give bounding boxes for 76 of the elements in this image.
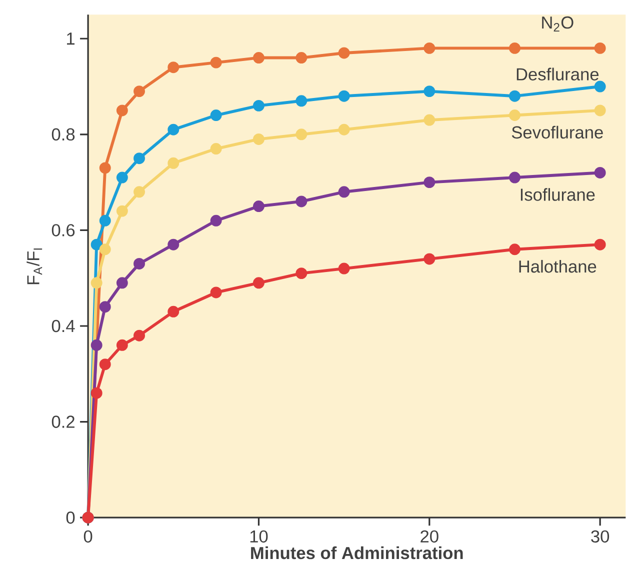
point xyxy=(134,330,145,342)
y-tick-label: 0.6 xyxy=(52,224,75,236)
point xyxy=(90,387,102,399)
y-tick-label: 0.2 xyxy=(52,416,74,428)
point xyxy=(594,80,606,92)
point xyxy=(99,243,111,255)
point xyxy=(509,243,520,255)
point xyxy=(594,238,606,250)
point xyxy=(252,100,264,112)
point xyxy=(90,339,102,351)
point xyxy=(338,90,350,102)
point xyxy=(116,339,128,351)
x-tick-label: 0 xyxy=(84,530,92,542)
point xyxy=(424,85,436,97)
series-label: Isoflurane xyxy=(520,188,595,201)
point xyxy=(296,128,308,140)
point xyxy=(296,267,308,279)
point xyxy=(338,47,350,59)
point xyxy=(99,214,111,226)
series-label: N$_{2}$O xyxy=(542,16,574,32)
point xyxy=(168,61,180,73)
y-tick-label: 0.8 xyxy=(52,128,75,140)
point xyxy=(252,200,264,212)
point xyxy=(116,205,128,217)
y-tick-label: 1 xyxy=(67,32,74,44)
point xyxy=(338,186,350,198)
point xyxy=(594,42,606,54)
point xyxy=(210,109,222,121)
point xyxy=(296,52,308,64)
point xyxy=(509,90,520,102)
point xyxy=(424,114,436,126)
point xyxy=(99,300,111,312)
y-tick-label: 0.4 xyxy=(52,320,75,332)
x-axis-title: Minutes of Administration xyxy=(251,546,463,560)
point xyxy=(594,104,606,116)
point xyxy=(134,258,145,270)
point xyxy=(424,253,436,265)
point xyxy=(116,277,128,288)
series-label: Sevoflurane xyxy=(512,126,603,138)
y-tick-label: 0 xyxy=(66,511,75,524)
point xyxy=(168,306,180,318)
point xyxy=(168,157,180,169)
point xyxy=(296,95,308,106)
x-tick-label: 30 xyxy=(591,530,610,542)
point xyxy=(90,238,102,250)
point xyxy=(252,277,264,288)
point xyxy=(99,358,111,370)
series-label: Halothane xyxy=(519,260,596,273)
point xyxy=(116,172,128,184)
point xyxy=(210,286,222,298)
point xyxy=(168,124,180,136)
point xyxy=(134,85,145,97)
point xyxy=(168,238,180,250)
x-tick-label: 10 xyxy=(250,530,268,542)
point xyxy=(594,166,606,178)
point xyxy=(509,42,520,54)
series-label: Desflurane xyxy=(516,68,599,80)
point xyxy=(509,109,520,121)
point xyxy=(338,262,350,274)
point xyxy=(252,133,264,145)
point xyxy=(210,56,222,68)
point xyxy=(296,196,308,208)
point xyxy=(99,162,111,174)
point xyxy=(338,124,350,136)
point xyxy=(509,172,520,184)
x-tick-label: 20 xyxy=(420,530,438,542)
point xyxy=(116,104,128,116)
y-axis-title: F$_{A}$/F$_{I}$ xyxy=(26,248,42,284)
point xyxy=(424,176,436,188)
point xyxy=(252,52,264,64)
point xyxy=(134,152,145,164)
point xyxy=(210,142,222,154)
point xyxy=(424,42,436,54)
point xyxy=(90,277,102,288)
point xyxy=(210,214,222,226)
point xyxy=(134,186,145,198)
